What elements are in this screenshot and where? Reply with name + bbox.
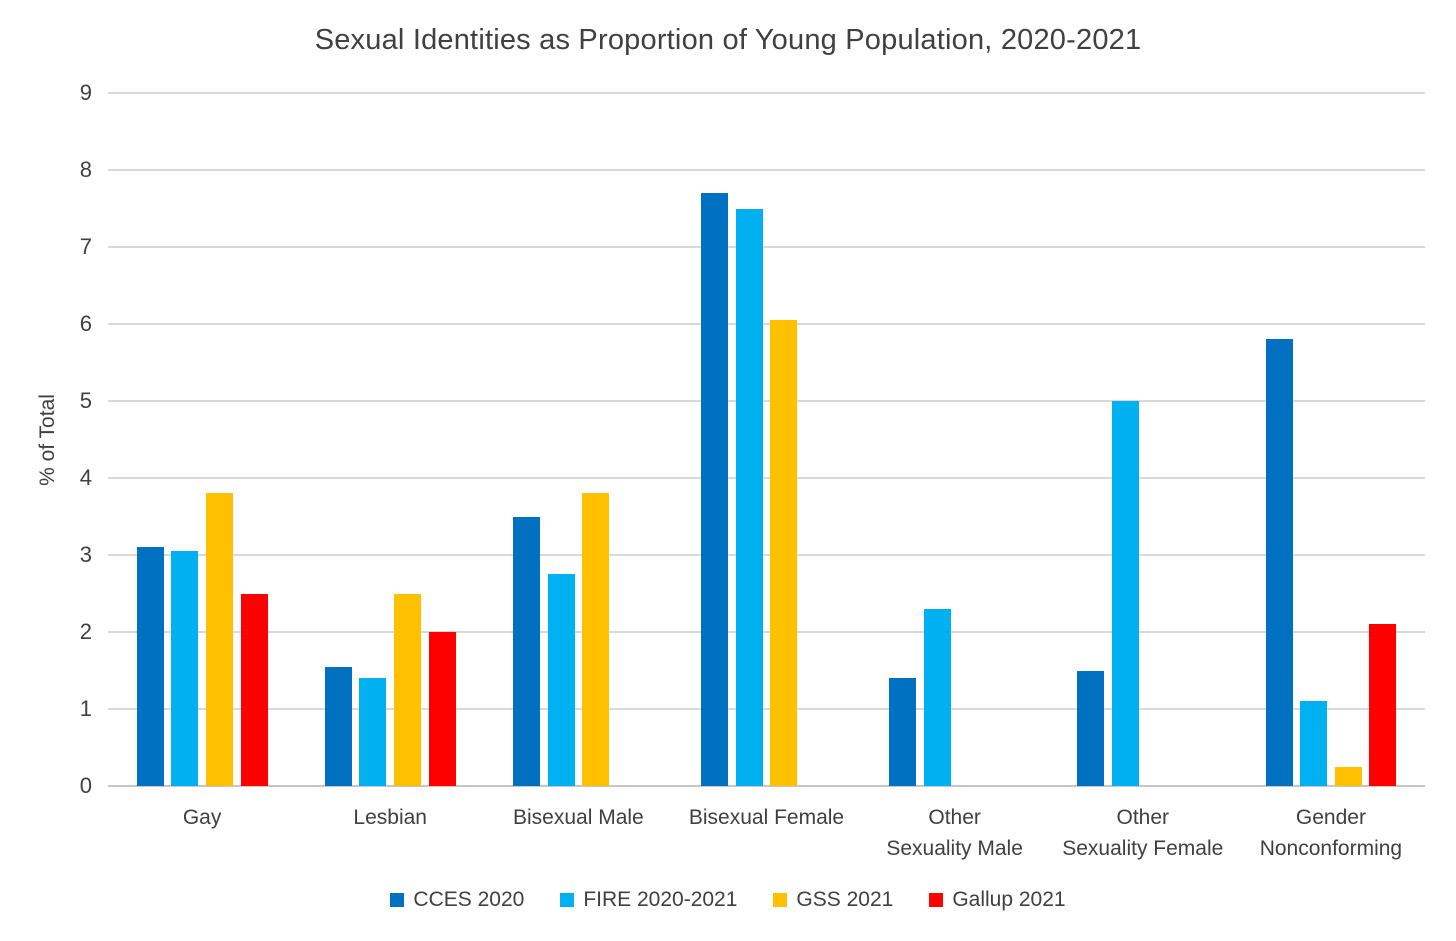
gridline-7	[108, 246, 1425, 248]
legend-label: CCES 2020	[413, 888, 525, 911]
bar-gss-2021-bisexual-male	[582, 493, 610, 786]
bar-fire-2020-2021-other-sexuality-male	[923, 608, 951, 786]
x-label-gay: Gay	[182, 806, 222, 829]
bar-gss-2021-bisexual-female	[770, 320, 798, 786]
x-label-other-sexuality-female: Other Sexuality Female	[1062, 806, 1224, 860]
y-tick-label-0: 0	[79, 773, 92, 798]
y-tick-label-8: 8	[79, 157, 92, 182]
bar-cces-2020-lesbian	[324, 666, 352, 786]
legend-item-gallup-2021: Gallup 2021	[929, 888, 1066, 912]
y-tick-label-2: 2	[79, 619, 92, 644]
x-label-lesbian: Lesbian	[353, 806, 427, 829]
legend: CCES 2020 FIRE 2020-2021 GSS 2021 Gallup 20…	[0, 888, 1456, 912]
x-label-gender-nonconforming: Gender Nonconforming	[1259, 806, 1403, 860]
legend-label: Gallup 2021	[952, 888, 1066, 911]
gridline-3	[108, 554, 1425, 556]
legend-label: FIRE 2020-2021	[583, 888, 738, 911]
legend-item-cces-2020: CCES 2020	[390, 888, 524, 912]
y-tick-label-9: 9	[79, 80, 92, 105]
bar-cces-2020-other-sexuality-female	[1077, 670, 1105, 786]
bar-fire-2020-2021-gay	[171, 551, 199, 786]
bar-cces-2020-bisexual-male	[513, 516, 540, 786]
bar-gss-2021-gay	[205, 493, 233, 786]
y-tick-label-1: 1	[79, 696, 92, 721]
bar-fire-2020-2021-bisexual-female	[735, 208, 763, 786]
x-label-other-sexuality-male: Other Sexuality Male	[886, 806, 1023, 860]
y-tick-label-7: 7	[79, 234, 92, 259]
bar-gss-2021-gender-nonconforming	[1334, 766, 1362, 786]
x-label-bisexual-female: Bisexual Female	[688, 806, 845, 829]
bar-cces-2020-gender-nonconforming	[1265, 339, 1293, 786]
y-tick-label-3: 3	[79, 542, 92, 567]
y-tick-label-4: 4	[79, 465, 92, 490]
bar-cces-2020-gay	[136, 547, 164, 786]
bar-fire-2020-2021-other-sexuality-female	[1112, 401, 1139, 786]
legend-swatch-icon	[773, 893, 788, 907]
bar-gallup-2021-lesbian	[428, 632, 456, 786]
gridline-4	[108, 477, 1425, 479]
bar-fire-2020-2021-lesbian	[359, 678, 387, 786]
bar-gallup-2021-gender-nonconforming	[1369, 624, 1397, 786]
gridline-2	[108, 631, 1425, 633]
bar-gallup-2021-gay	[240, 593, 268, 786]
bar-cces-2020-other-sexuality-male	[889, 678, 917, 786]
chart-title: Sexual Identities as Proportion of Young…	[314, 24, 1142, 56]
bar-fire-2020-2021-gender-nonconforming	[1300, 701, 1328, 786]
bar-fire-2020-2021-bisexual-male	[547, 574, 575, 786]
legend-item-fire-2020-2021: FIRE 2020-2021	[560, 888, 737, 912]
legend-item-gss-2021: GSS 2021	[773, 888, 893, 912]
y-axis-title: % of Total	[36, 394, 59, 486]
legend-label: GSS 2021	[796, 888, 894, 911]
gridline-5	[108, 400, 1425, 402]
gridline-8	[108, 169, 1425, 171]
legend-swatch-icon	[390, 893, 405, 907]
gridline-1	[108, 708, 1425, 710]
legend-swatch-icon	[929, 893, 944, 907]
gridline-9	[108, 92, 1425, 94]
bar-cces-2020-bisexual-female	[701, 193, 729, 786]
gridline-0	[108, 785, 1425, 787]
legend-swatch-icon	[560, 893, 575, 907]
bar-gss-2021-lesbian	[394, 593, 421, 786]
gridline-6	[108, 323, 1425, 325]
y-tick-label-5: 5	[79, 388, 92, 413]
plot-area	[108, 92, 1425, 787]
y-tick-label-6: 6	[79, 311, 92, 336]
x-label-bisexual-male: Bisexual Male	[512, 806, 644, 829]
